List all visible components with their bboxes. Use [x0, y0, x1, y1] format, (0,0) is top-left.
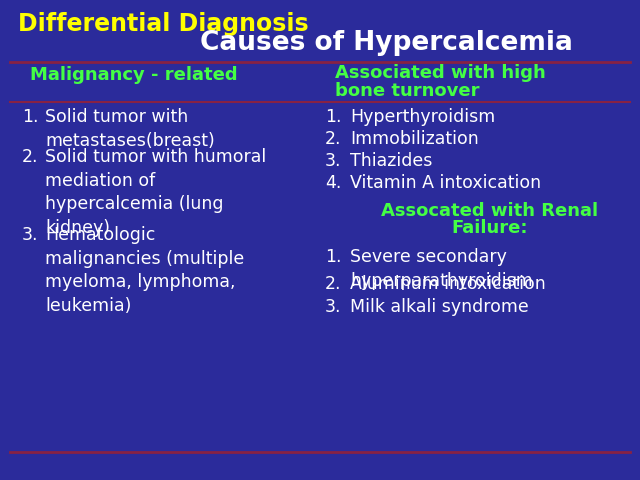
Text: Failure:: Failure: — [452, 219, 528, 237]
Text: Malignancy - related: Malignancy - related — [30, 66, 237, 84]
Text: 1.: 1. — [22, 108, 38, 126]
Text: Vitamin A intoxication: Vitamin A intoxication — [350, 174, 541, 192]
Text: 3.: 3. — [325, 152, 342, 170]
Text: Solid tumor with
metastases(breast): Solid tumor with metastases(breast) — [45, 108, 215, 150]
Text: Severe secondary
hyperparathyroidism: Severe secondary hyperparathyroidism — [350, 248, 532, 289]
Text: Differential Diagnosis: Differential Diagnosis — [18, 12, 308, 36]
Text: Thiazides: Thiazides — [350, 152, 433, 170]
Text: 3.: 3. — [22, 226, 38, 244]
Text: 1.: 1. — [325, 248, 342, 266]
Text: Immobilization: Immobilization — [350, 130, 479, 148]
Text: 1.: 1. — [325, 108, 342, 126]
Text: 3.: 3. — [325, 298, 342, 316]
Text: Aluminum intoxication: Aluminum intoxication — [350, 275, 546, 293]
Text: Associated with high: Associated with high — [335, 64, 546, 82]
Text: Hyperthyroidism: Hyperthyroidism — [350, 108, 495, 126]
Text: 4.: 4. — [325, 174, 341, 192]
Text: 2.: 2. — [325, 275, 342, 293]
Text: 2.: 2. — [325, 130, 342, 148]
Text: Assocated with Renal: Assocated with Renal — [381, 202, 598, 220]
Text: Solid tumor with humoral
mediation of
hypercalcemia (lung
kidney): Solid tumor with humoral mediation of hy… — [45, 148, 266, 237]
Text: bone turnover: bone turnover — [335, 82, 479, 100]
Text: 2.: 2. — [22, 148, 38, 166]
Text: Milk alkali syndrome: Milk alkali syndrome — [350, 298, 529, 316]
Text: Hematologic
malignancies (multiple
myeloma, lymphoma,
leukemia): Hematologic malignancies (multiple myelo… — [45, 226, 244, 315]
Text: Causes of Hypercalcemia: Causes of Hypercalcemia — [200, 30, 573, 56]
